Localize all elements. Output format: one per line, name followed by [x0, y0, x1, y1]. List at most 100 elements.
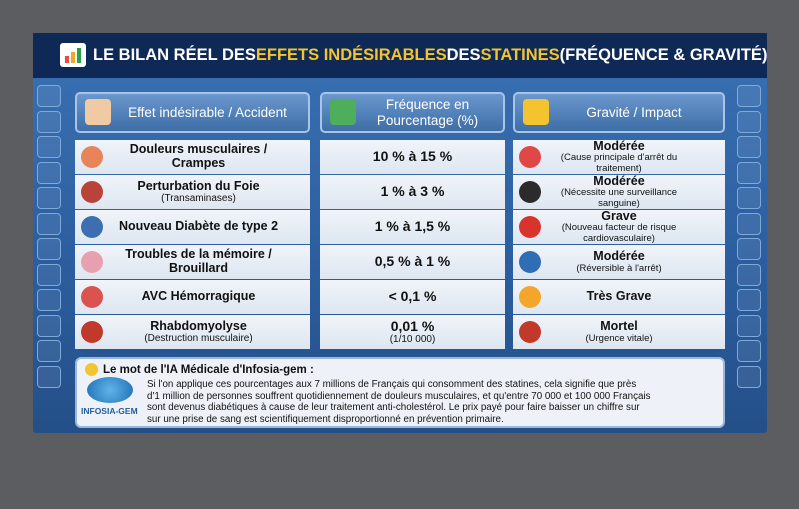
effect-cell: Nouveau Diabète de type 2: [75, 210, 310, 244]
frequency-value: 0,5 % à 1 %: [374, 253, 451, 270]
column-header: Fréquence en Pourcentage (%): [320, 92, 505, 133]
chart-icon: [65, 48, 81, 63]
side-icon: [37, 212, 61, 235]
bulb-icon: [85, 363, 98, 376]
note-line: d'1 million de personnes souffrent quoti…: [147, 390, 651, 402]
note-line: Si l'on applique ces pourcentages aux 7 …: [147, 379, 637, 390]
row-icon: [81, 286, 103, 308]
row-icon: [81, 181, 103, 203]
side-icon: [37, 314, 61, 337]
severity-icon: [519, 181, 541, 203]
title-part: (FRÉQUENCE & GRAVITÉ): [559, 46, 768, 64]
side-icon: [737, 136, 761, 158]
frequency-value: 1 % à 1,5 %: [374, 218, 451, 235]
frequency-value: 1 % à 3 %: [380, 183, 445, 200]
effect-name: Rhabdomyolyse: [150, 318, 247, 333]
frequency-detail: (1/10 000): [389, 334, 436, 346]
header-text: Effet indésirable / Accident: [128, 104, 287, 120]
side-icon: [37, 340, 61, 362]
effect-cell: Perturbation du Foie (Transaminases): [75, 175, 310, 209]
severity-detail: (Réversible à l'arrêt): [576, 262, 662, 274]
severity-level: Modérée: [593, 173, 645, 188]
title-highlight: STATINES: [480, 46, 560, 64]
severity-level: Grave: [601, 208, 637, 223]
title-highlight: EFFETS INDÉSIRABLES: [255, 46, 447, 64]
severity-cell: Grave (Nouveau facteur de risque cardiova…: [513, 208, 725, 244]
note-title: Le mot de l'IA Médicale d'Infosia-gem :: [103, 364, 314, 376]
effect-name: Nouveau Diabète de type 2: [118, 219, 279, 234]
note-line: sont devenus diabétiques à cause de leur…: [147, 402, 640, 413]
side-icon: [737, 263, 761, 286]
logo-text: INFOSIA-GEM: [81, 406, 138, 416]
side-icon: [737, 110, 761, 133]
frequency-cell: 1 % à 1,5 %: [320, 210, 505, 244]
side-icon: [737, 365, 761, 388]
side-icon: [737, 238, 761, 260]
side-icon: [37, 289, 61, 311]
column-header: Gravité / Impact: [513, 92, 725, 133]
header-icon: [330, 99, 356, 125]
frequency-cell: 0,5 % à 1 %: [320, 245, 505, 279]
severity-level: Modérée: [593, 138, 645, 153]
side-icon: [737, 340, 761, 362]
side-icon: [737, 314, 761, 337]
header-icon: [85, 99, 111, 125]
frequency-cell: 0,01 % (1/10 000): [320, 315, 505, 349]
severity-icon: [519, 251, 541, 273]
severity-level: Modérée: [593, 248, 645, 263]
effect-name: Perturbation du Foie: [137, 178, 260, 193]
effect-name: AVC Hémorragique: [141, 289, 256, 304]
column-header: Effet indésirable / Accident: [75, 92, 310, 133]
side-icon: [37, 263, 61, 286]
frequency-cell: < 0,1 %: [320, 280, 505, 314]
side-icon: [737, 289, 761, 311]
severity-icon: [519, 216, 541, 238]
severity-cell: Mortel (Urgence vitale): [513, 315, 725, 349]
frequency-value: 10 % à 15 %: [372, 148, 453, 165]
title-icon: [60, 43, 86, 67]
row-icon: [81, 251, 103, 273]
side-icon: [37, 365, 61, 388]
effect-cell: Rhabdomyolyse (Destruction musculaire): [75, 315, 310, 349]
header-icon: [523, 99, 549, 125]
severity-icon: [519, 146, 541, 168]
severity-level: Mortel: [600, 318, 638, 333]
effect-detail: (Destruction musculaire): [144, 333, 253, 345]
header-text: Fréquence en Pourcentage (%): [376, 96, 479, 128]
side-icon: [737, 212, 761, 235]
side-icon: [37, 161, 61, 184]
severity-cell: Modérée (Réversible à l'arrêt): [513, 245, 725, 279]
infographic: LE BILAN RÉEL DES EFFETS INDÉSIRABLES DE…: [33, 33, 767, 433]
effect-name: Douleurs musculaires / Crampes: [129, 142, 268, 170]
severity-detail: (Urgence vitale): [585, 332, 653, 344]
severity-level: Très Grave: [586, 289, 652, 304]
title-part: DES: [446, 46, 481, 64]
frequency-cell: 10 % à 15 %: [320, 140, 505, 174]
effect-cell: Douleurs musculaires / Crampes: [75, 140, 310, 174]
severity-cell: Modérée (Nécessite une surveillance sangu…: [513, 173, 725, 209]
row-icon: [81, 146, 103, 168]
row-icon: [81, 216, 103, 238]
frequency-value: < 0,1 %: [388, 288, 437, 305]
side-icon: [737, 187, 761, 209]
effect-name: Troubles de la mémoire / Brouillard: [125, 247, 272, 275]
side-icon: [37, 238, 61, 260]
side-icon: [37, 136, 61, 158]
title-part: LE BILAN RÉEL DES: [93, 46, 256, 64]
severity-icon: [519, 286, 541, 308]
frequency-value: 0,01 %: [390, 317, 435, 334]
severity-icon: [519, 321, 541, 343]
effect-cell: AVC Hémorragique: [75, 280, 310, 314]
severity-detail: (Cause principale d'arrêt du traitement): [560, 152, 678, 174]
logo-icon: [87, 377, 133, 403]
severity-detail: (Nécessite une surveillance sanguine): [560, 187, 678, 209]
side-icon: [37, 187, 61, 209]
title-bar: LE BILAN RÉEL DES EFFETS INDÉSIRABLES DE…: [33, 33, 767, 78]
severity-detail: (Nouveau facteur de risque cardiovascula…: [561, 222, 677, 244]
side-icon: [737, 85, 761, 107]
effect-detail: (Transaminases): [161, 193, 236, 205]
frequency-cell: 1 % à 3 %: [320, 175, 505, 209]
side-icon: [737, 161, 761, 184]
